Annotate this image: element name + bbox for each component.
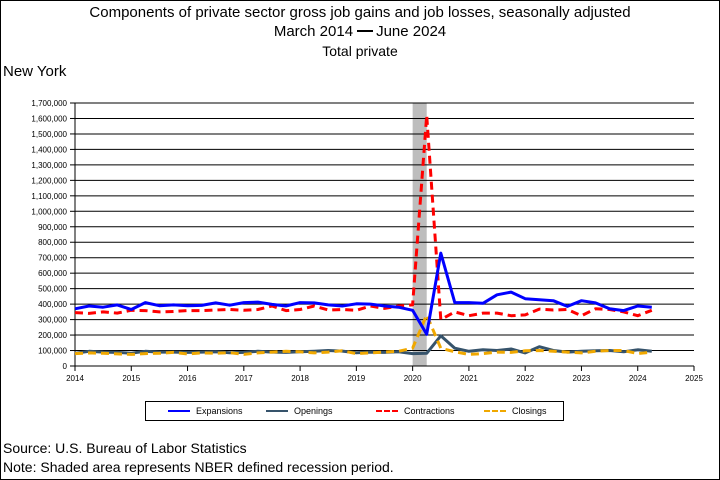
y-tick-label: 1,600,000 <box>31 114 67 123</box>
y-tick-label: 300,000 <box>38 316 67 325</box>
y-tick-label: 1,300,000 <box>31 161 67 170</box>
y-tick-label: 100,000 <box>38 347 67 356</box>
x-tick-label: 2016 <box>179 374 197 383</box>
x-tick-label: 2022 <box>516 374 534 383</box>
recession-note: Note: Shaded area represents NBER define… <box>3 459 394 475</box>
source-note: Source: U.S. Bureau of Labor Statistics <box>3 440 247 456</box>
x-tick-label: 2023 <box>573 374 591 383</box>
chart-legend: Expansions Openings Contractions Closing… <box>145 401 564 421</box>
legend-expansions: Expansions <box>168 402 243 420</box>
x-tick-label: 2015 <box>122 374 140 383</box>
y-tick-label: 500,000 <box>38 285 67 294</box>
x-tick-label: 2024 <box>629 374 647 383</box>
region-label: New York <box>3 63 67 80</box>
x-tick-label: 2014 <box>66 374 84 383</box>
chart-title: Components of private sector gross job g… <box>89 4 631 21</box>
y-tick-label: 1,400,000 <box>31 145 67 154</box>
x-tick-label: 2018 <box>291 374 309 383</box>
x-tick-label: 2020 <box>404 374 422 383</box>
y-tick-label: 1,100,000 <box>31 192 67 201</box>
legend-contractions: Contractions <box>376 402 455 420</box>
y-tick-label: 1,000,000 <box>31 207 67 216</box>
x-tick-label: 2019 <box>347 374 365 383</box>
legend-contractions-swatch <box>376 410 398 412</box>
y-tick-label: 200,000 <box>38 331 67 340</box>
x-tick-label: 2025 <box>685 374 703 383</box>
legend-closings-label: Closings <box>512 406 547 416</box>
range-start: March 2014 <box>273 23 354 40</box>
legend-openings-swatch <box>266 410 288 412</box>
y-tick-label: 1,200,000 <box>31 176 67 185</box>
x-tick-label: 2017 <box>235 374 253 383</box>
legend-openings: Openings <box>266 402 333 420</box>
legend-openings-label: Openings <box>294 406 333 416</box>
chart-subtitle: Total private <box>322 43 398 59</box>
series-line-contractions <box>74 113 653 322</box>
legend-expansions-label: Expansions <box>196 406 243 416</box>
legend-closings: Closings <box>484 402 547 420</box>
range-dash <box>357 30 374 33</box>
range-end: June 2024 <box>376 23 447 40</box>
y-tick-label: 0 <box>63 362 68 371</box>
chart-date-range: March 2014 June 2024 <box>0 23 720 40</box>
y-tick-label: 700,000 <box>38 254 67 263</box>
y-tick-label: 1,500,000 <box>31 130 67 139</box>
line-chart: 0 100,000 200,000 300,000 400,000 500,000 600,… <box>31 99 703 383</box>
y-tick-label: 600,000 <box>38 269 67 278</box>
y-tick-label: 800,000 <box>38 238 67 247</box>
legend-closings-swatch <box>484 410 506 412</box>
legend-contractions-label: Contractions <box>404 406 455 416</box>
y-tick-label: 400,000 <box>38 300 67 309</box>
legend-expansions-swatch <box>168 410 190 412</box>
recession-band <box>412 103 427 366</box>
series-line-expansions <box>74 251 652 336</box>
y-tick-label: 1,700,000 <box>31 99 67 108</box>
series-line-closings <box>74 313 652 356</box>
y-tick-label: 900,000 <box>38 223 67 232</box>
x-tick-label: 2021 <box>460 374 478 383</box>
